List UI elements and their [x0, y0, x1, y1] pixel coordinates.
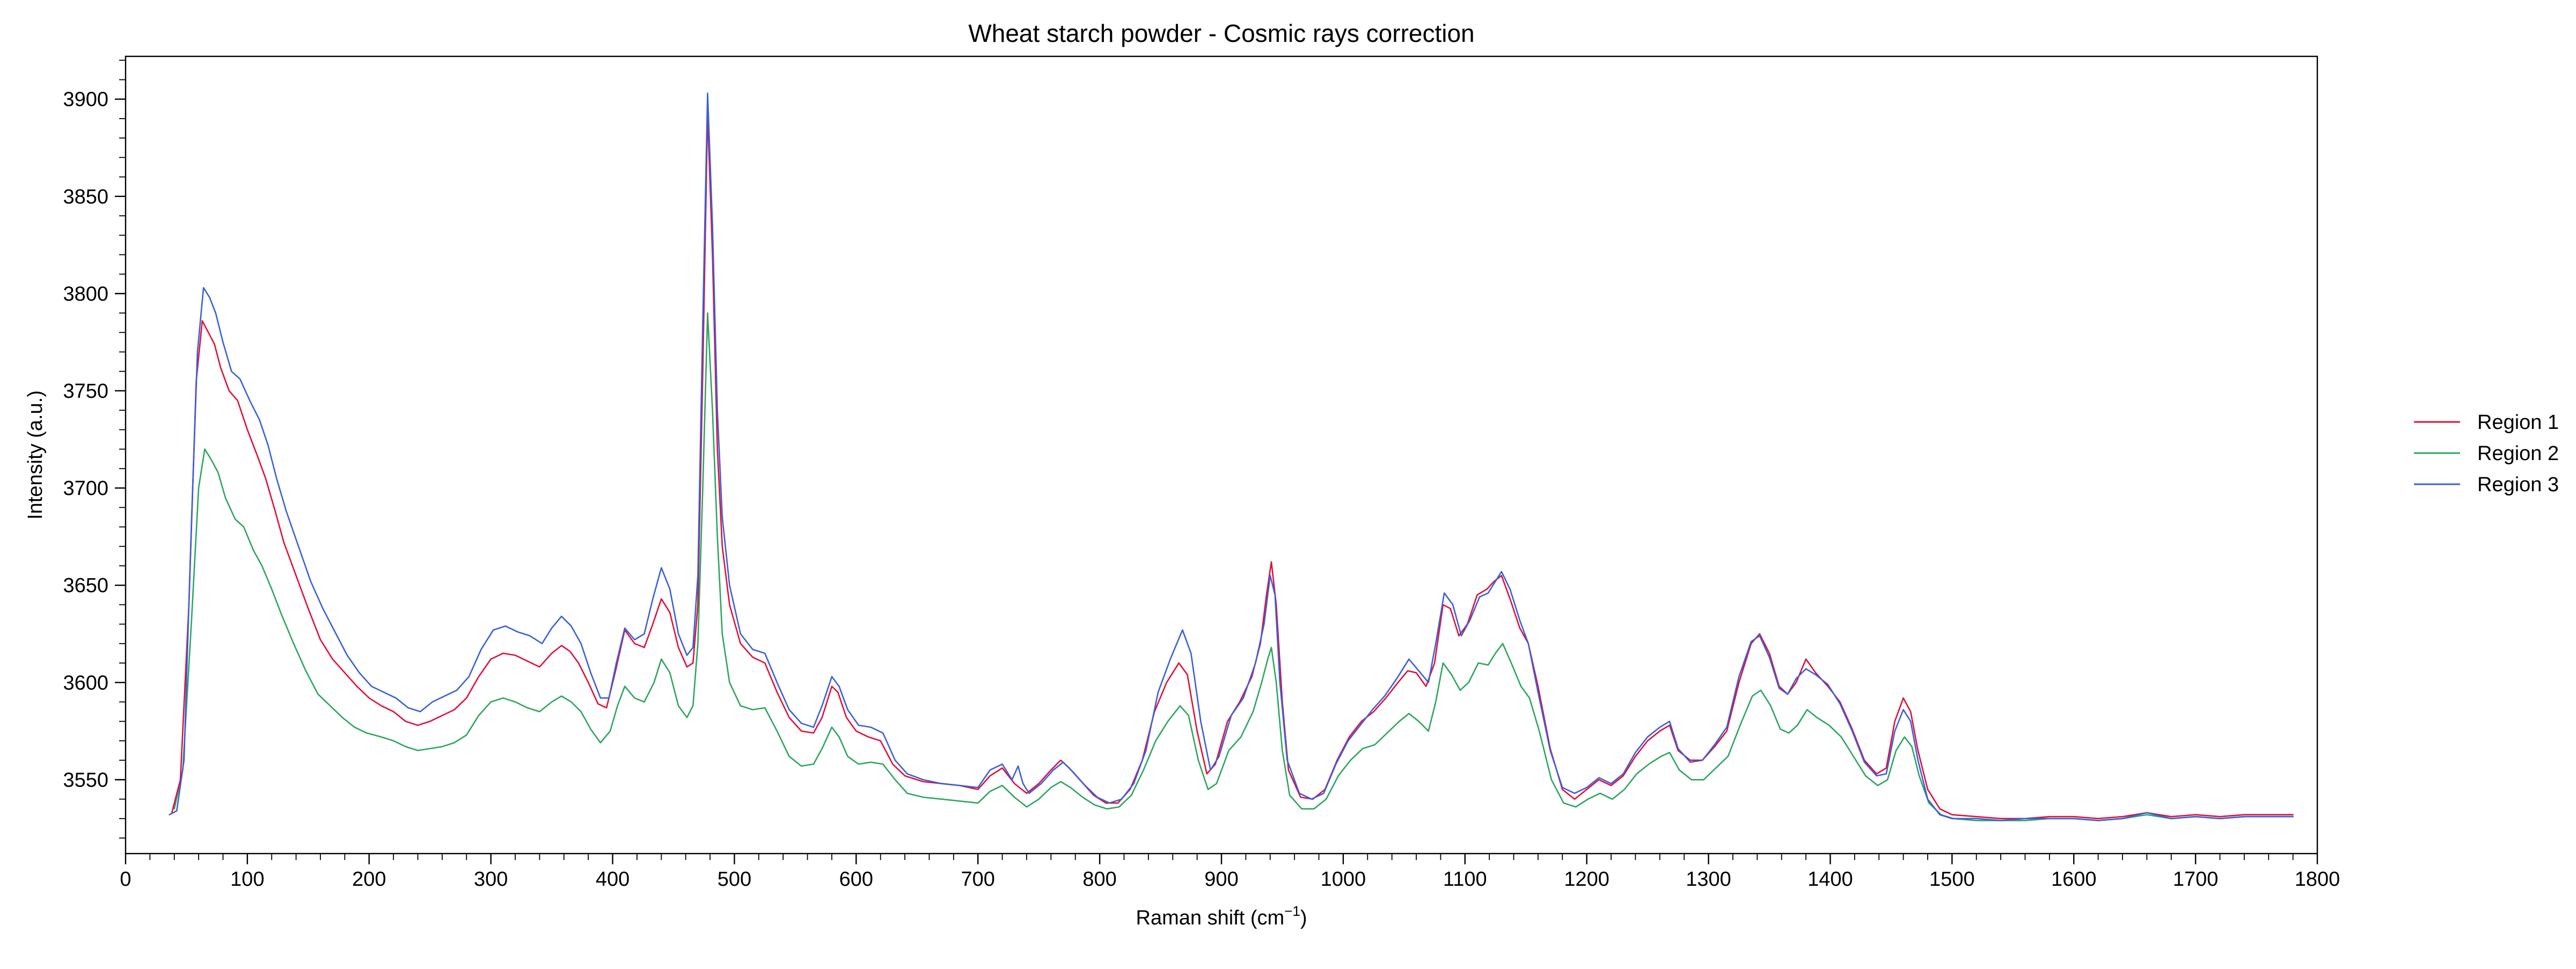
x-tick-label: 1700: [2173, 868, 2219, 891]
x-tick-label: 1300: [1686, 868, 1731, 891]
x-tick-label: 600: [839, 868, 873, 891]
x-axis-label-main: Raman shift (cm: [1136, 907, 1285, 929]
x-tick-label: 1200: [1564, 868, 1609, 891]
x-tick-label: 100: [230, 868, 264, 891]
x-tick-label: 1100: [1443, 868, 1487, 891]
series-line-region-3: [169, 92, 2294, 821]
legend: Region 1 Region 2 Region 3: [2414, 411, 2559, 496]
x-tick-label: 900: [1204, 868, 1238, 891]
x-tick-label: 1000: [1321, 868, 1366, 891]
x-tick-label: 800: [1082, 868, 1116, 891]
series-layer: [169, 92, 2294, 821]
chart-title: Wheat starch powder - Cosmic rays correc…: [968, 19, 1474, 47]
y-tick-label: 3600: [63, 672, 108, 694]
legend-label: Region 3: [2477, 473, 2559, 496]
x-tick-label: 500: [718, 868, 751, 891]
y-tick-label: 3900: [63, 89, 108, 111]
y-tick-label: 3550: [63, 769, 108, 791]
x-tick-label: 700: [961, 868, 995, 891]
y-tick-label: 3750: [63, 380, 108, 403]
x-axis-label-end: ): [1300, 907, 1307, 929]
x-tick-label: 400: [596, 868, 630, 891]
x-tick-label: 1400: [1807, 868, 1853, 891]
y-tick-label: 3850: [63, 186, 108, 208]
x-tick-label: 1600: [2051, 868, 2097, 891]
x-tick-label: 1500: [1929, 868, 1975, 891]
y-tick-label: 3800: [63, 283, 108, 305]
legend-label: Region 1: [2477, 411, 2559, 434]
x-tick-label: 200: [352, 868, 386, 891]
axes-layer: 0 100 200 300 400 500 600 700 800 900 1000 1100 1200…: [63, 60, 2340, 891]
x-tick-label: 0: [120, 868, 131, 891]
y-axis-label: Intensity (a.u.): [24, 390, 47, 520]
x-axis-label: Raman shift (cm−1): [1136, 903, 1307, 929]
plot-frame: [125, 55, 2318, 855]
x-axis-label-superscript: −1: [1284, 903, 1300, 919]
y-tick-label: 3650: [63, 574, 108, 597]
x-tick-label: 1800: [2295, 868, 2340, 891]
series-line-region-2: [173, 312, 2294, 821]
y-tick-label: 3700: [63, 477, 108, 500]
x-tick-label: 300: [474, 868, 508, 891]
legend-label: Region 2: [2477, 442, 2559, 465]
